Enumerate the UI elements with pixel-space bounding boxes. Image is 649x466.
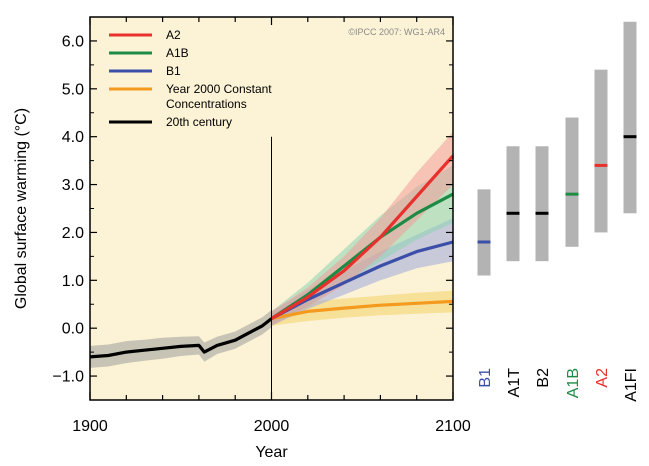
series-line-2 [270,240,454,321]
scenario-range-bar [535,146,549,262]
x-tick-label: 2100 [435,418,471,435]
legend-label: Year 2000 Constant [166,82,272,96]
uncertainty-band-0 [90,310,272,368]
series-line-4 [270,154,455,320]
scenario-label: A2 [594,368,611,388]
scenario-range-bar [477,189,491,276]
series-line-1 [271,299,454,321]
x-tick-label: 2000 [254,418,290,435]
x-axis-title: Year [255,444,288,461]
series-line-3 [270,192,454,320]
uncertainty-band-1 [271,290,453,326]
legend-label: Concentrations [166,97,247,111]
y-axis-title: Global surface warming (°C) [13,108,30,309]
y-tick-label: 0.0 [62,321,84,338]
legend-label: 20th century [166,115,232,129]
legend-label: A1B [166,46,189,60]
scenario-label: B2 [535,368,552,388]
scenario-label: A1T [506,368,523,398]
y-tick-label: 1.0 [62,273,84,290]
x-tick-label: 1900 [72,418,108,435]
scenario-label: A1B [565,368,582,398]
scenario-label: A1FI [623,368,640,402]
y-tick-label: 6.0 [62,33,84,50]
legend-label: B1 [166,64,181,78]
scenario-range-bar [506,146,520,262]
y-tick-label: −1.0 [52,369,84,386]
scenario-range-bar [565,117,579,247]
y-tick-label: 4.0 [62,129,84,146]
scenario-range-bar [623,21,637,214]
scenario-range-bar [594,69,608,233]
scenario-label: B1 [477,368,494,388]
series-line-0 [89,317,273,359]
y-tick-label: 3.0 [62,177,84,194]
legend-label: A2 [166,28,181,42]
copyright-note: ©IPCC 2007: WG1-AR4 [348,27,445,37]
y-tick-label: 5.0 [62,81,84,98]
y-tick-label: 2.0 [62,225,84,242]
